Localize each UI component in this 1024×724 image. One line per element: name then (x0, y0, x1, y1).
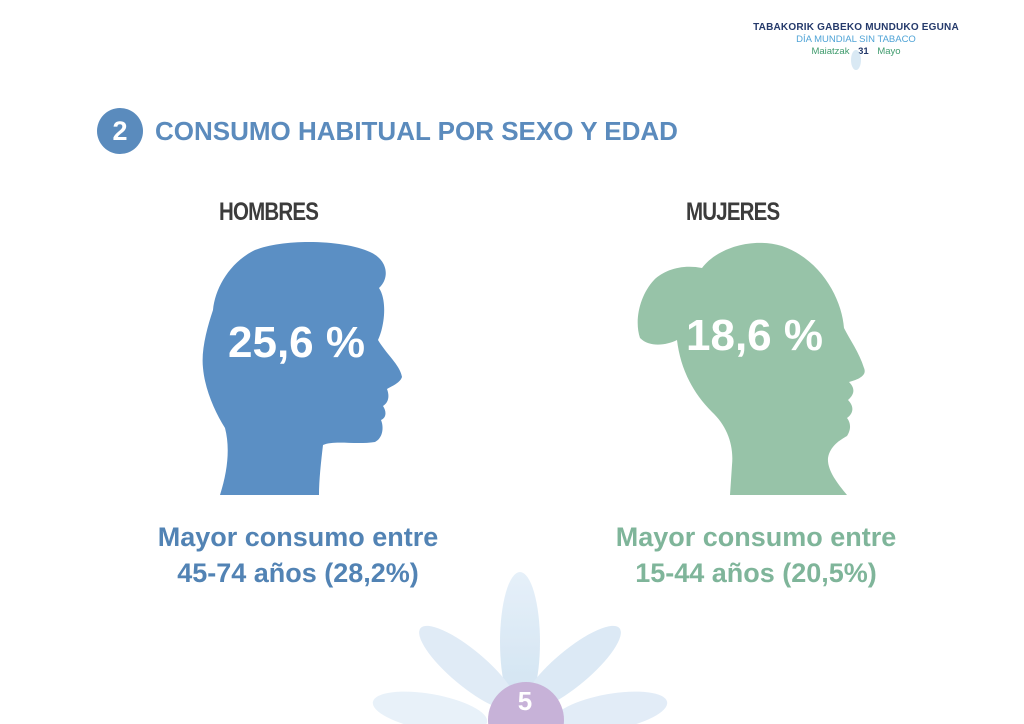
event-header: TABAKORIK GABEKO MUNDUKO EGUNA DÍA MUNDI… (726, 22, 986, 70)
men-caption-line2: 45-74 años (28,2%) (177, 558, 419, 588)
men-caption: Mayor consumo entre 45-74 años (28,2%) (118, 519, 478, 591)
men-percentage: 25,6 % (228, 318, 365, 367)
men-label: HOMBRES (219, 198, 319, 226)
event-month-eu: Maiatzak (811, 46, 850, 57)
male-head-shape (202, 241, 402, 495)
women-label: MUJERES (686, 198, 780, 226)
female-head-shape (637, 242, 865, 495)
page-number: 5 (517, 686, 533, 716)
logo-petal-icon (851, 50, 861, 70)
section-number-badge: 2 (97, 108, 143, 154)
event-title-es: DÍA MUNDIAL SIN TABACO (796, 34, 916, 45)
women-percentage: 18,6 % (686, 311, 823, 360)
women-caption-line1: Mayor consumo entre (615, 522, 897, 552)
female-head-silhouette (637, 242, 865, 495)
men-caption-line1: Mayor consumo entre (157, 522, 439, 552)
event-day: 31 (858, 46, 869, 57)
event-title-eu: TABAKORIK GABEKO MUNDUKO EGUNA (753, 22, 959, 33)
event-month-es: Mayo (877, 46, 901, 57)
women-caption: Mayor consumo entre 15-44 años (20,5%) (576, 519, 936, 591)
event-date: Maiatzak 31 Mayo (726, 46, 986, 57)
section-title: CONSUMO HABITUAL POR SEXO Y EDAD (155, 116, 678, 146)
women-caption-line2: 15-44 años (20,5%) (635, 558, 877, 588)
decorative-flower-icon (372, 572, 668, 724)
male-head-silhouette (202, 241, 402, 495)
